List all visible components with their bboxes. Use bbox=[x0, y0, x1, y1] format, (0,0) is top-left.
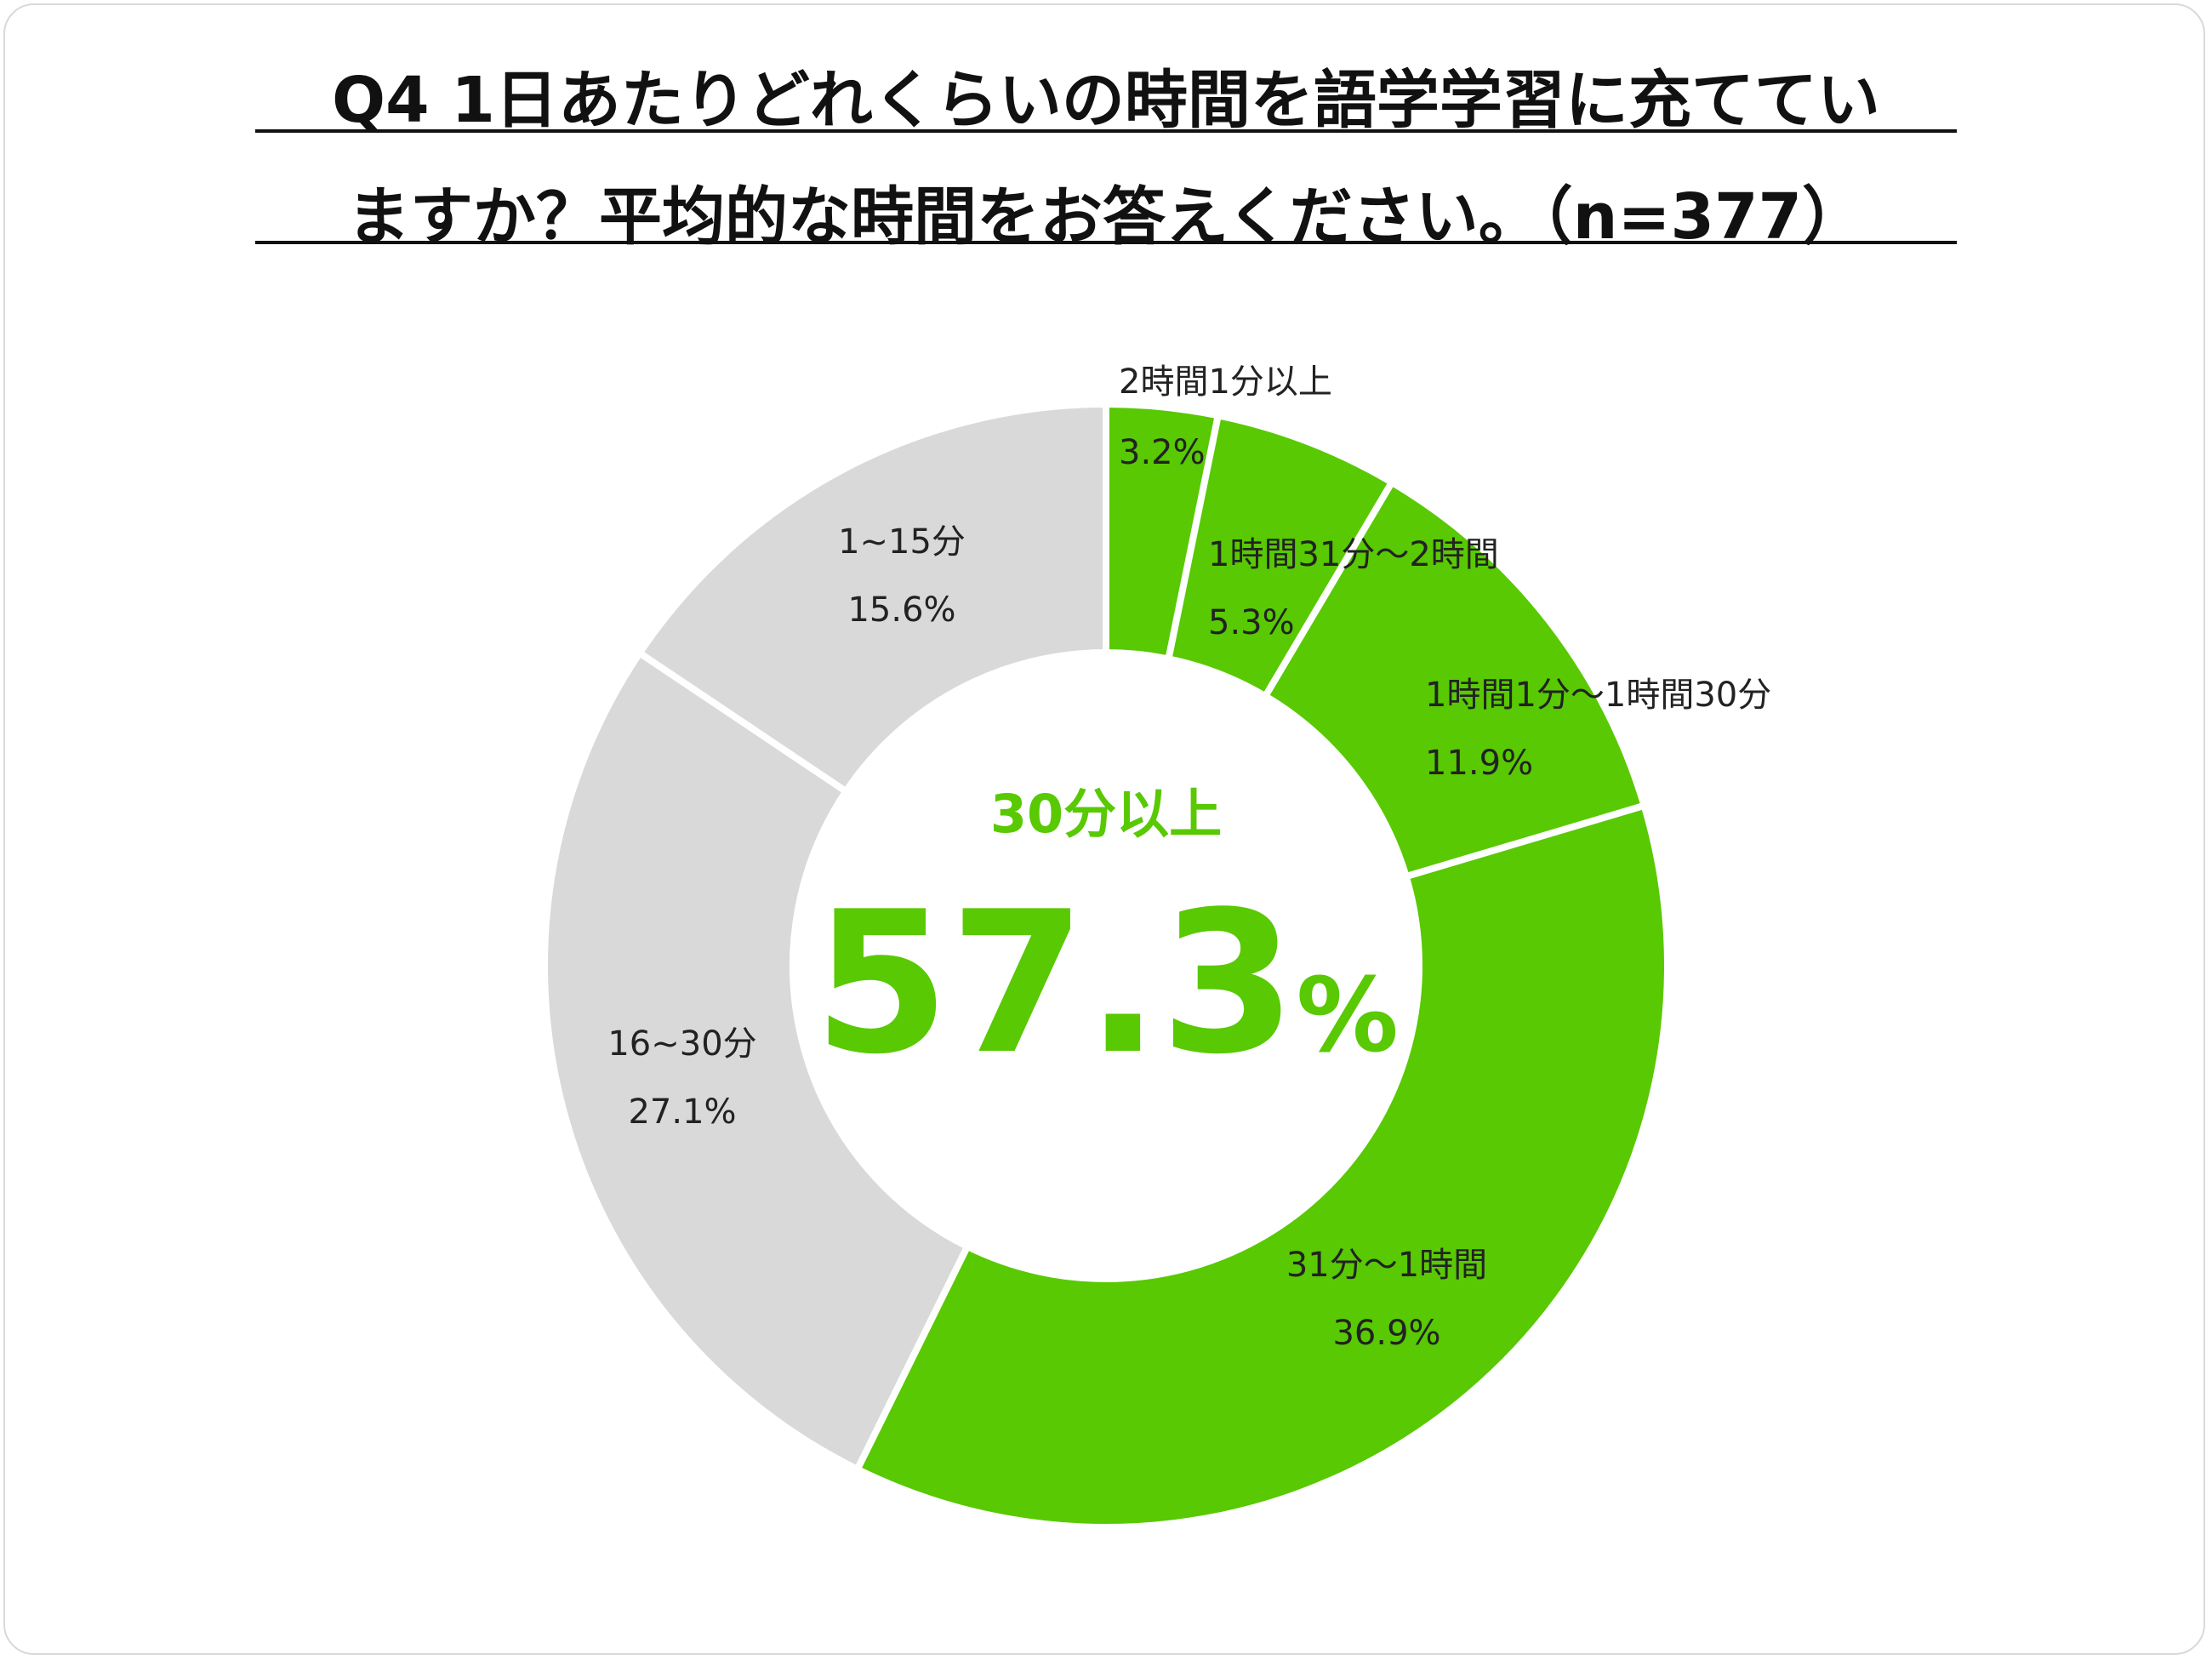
center-total: 57.3% bbox=[813, 870, 1399, 1098]
slice-value-label: 3.2% bbox=[1119, 433, 1206, 472]
center-total-value: 57.3 bbox=[813, 870, 1296, 1098]
slice-category-label: 1時間31分〜2時間 bbox=[1208, 535, 1499, 574]
slice-value-label: 11.9% bbox=[1425, 744, 1533, 783]
slice-category-label: 1~15分 bbox=[838, 522, 966, 562]
slice-category-label: 31分〜1時間 bbox=[1286, 1246, 1487, 1285]
slice-value-label: 27.1% bbox=[628, 1092, 736, 1132]
title-underline-2 bbox=[255, 241, 1957, 244]
slice-category-label: 2時間1分以上 bbox=[1119, 362, 1332, 402]
slice-value-label: 5.3% bbox=[1208, 603, 1295, 642]
donut-slice bbox=[541, 647, 972, 1475]
donut-slice bbox=[635, 400, 1109, 796]
slice-category-label: 16~30分 bbox=[607, 1024, 756, 1064]
center-total-unit: % bbox=[1297, 957, 1399, 1075]
donut-slice bbox=[852, 801, 1671, 1531]
title-underline-1 bbox=[255, 129, 1957, 133]
slice-value-label: 36.9% bbox=[1332, 1314, 1440, 1353]
slice-category-label: 1時間1分〜1時間30分 bbox=[1425, 676, 1771, 715]
chart-title-line-1: Q4 1日あたりどれくらいの時間を語学学習に充ててい bbox=[332, 64, 1880, 137]
donut-slice bbox=[1260, 477, 1649, 881]
center-caption: 30分以上 bbox=[990, 783, 1222, 845]
slice-value-label: 15.6% bbox=[847, 590, 955, 630]
